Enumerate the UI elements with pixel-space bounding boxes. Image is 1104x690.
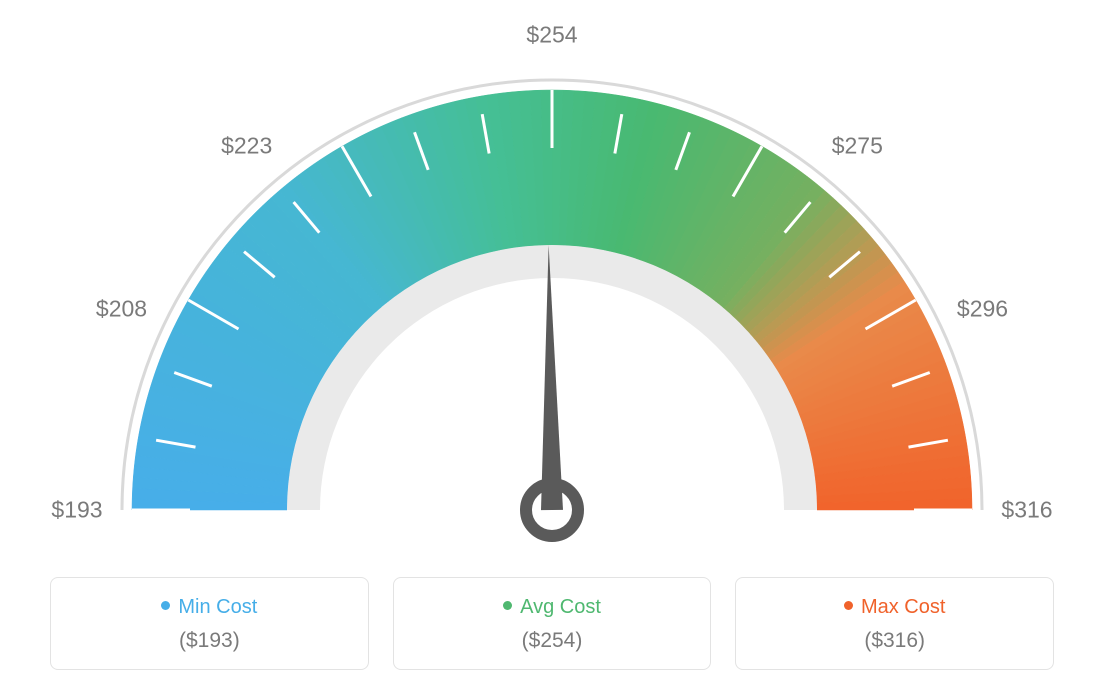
gauge-tick-label: $223 xyxy=(221,133,272,160)
dot-icon xyxy=(844,601,853,610)
legend-title-max: Max Cost xyxy=(746,596,1043,619)
dot-icon xyxy=(503,601,512,610)
legend-title-avg: Avg Cost xyxy=(404,596,701,619)
gauge-tick-label: $193 xyxy=(51,497,102,524)
legend-card-min: Min Cost ($193) xyxy=(50,577,369,670)
gauge-tick-label: $275 xyxy=(832,133,883,160)
legend-label: Max Cost xyxy=(861,596,945,618)
dot-icon xyxy=(161,601,170,610)
legend-value-min: ($193) xyxy=(61,629,358,653)
legend-card-max: Max Cost ($316) xyxy=(735,577,1054,670)
gauge-svg xyxy=(0,0,1104,560)
gauge-tick-label: $316 xyxy=(1001,497,1052,524)
legend-card-avg: Avg Cost ($254) xyxy=(393,577,712,670)
gauge-tick-label: $208 xyxy=(96,296,147,323)
legend-label: Min Cost xyxy=(178,596,257,618)
gauge-tick-label: $296 xyxy=(957,296,1008,323)
gauge-tick-label: $254 xyxy=(526,22,577,49)
gauge-chart: $193 $208 $223 $254 $275 $296 $316 xyxy=(0,0,1104,560)
legend-row: Min Cost ($193) Avg Cost ($254) Max Cost… xyxy=(0,577,1104,670)
legend-title-min: Min Cost xyxy=(61,596,358,619)
legend-label: Avg Cost xyxy=(520,596,601,618)
gauge-needle xyxy=(541,245,563,510)
legend-value-max: ($316) xyxy=(746,629,1043,653)
legend-value-avg: ($254) xyxy=(404,629,701,653)
